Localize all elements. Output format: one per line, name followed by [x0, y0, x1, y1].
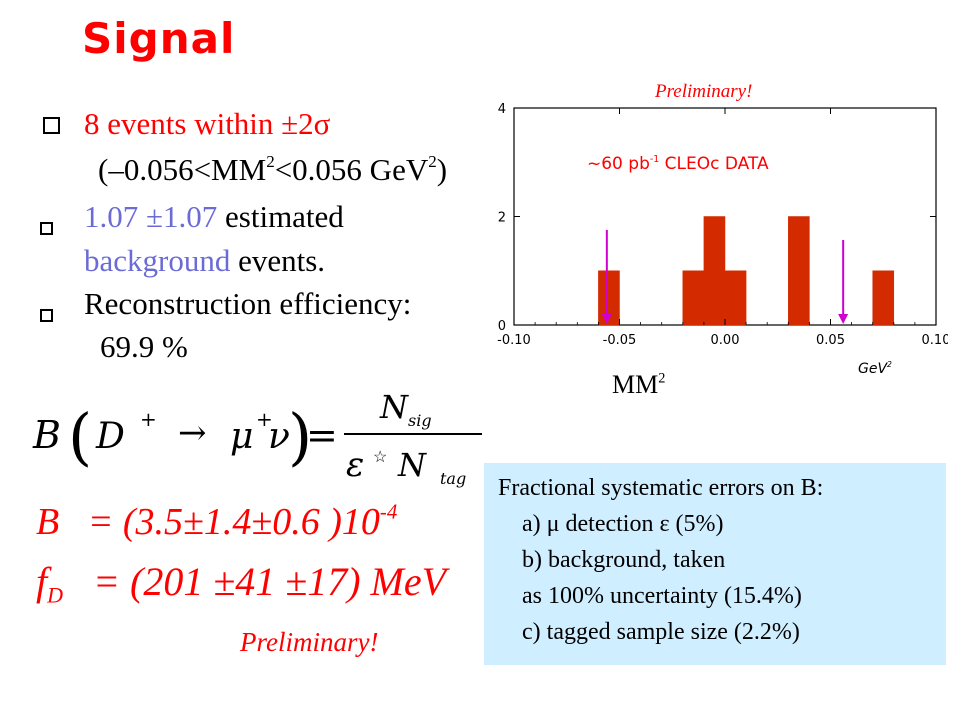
eq-sig-sub: sig — [408, 411, 432, 430]
systematic-item-b: b) background, taken — [522, 547, 726, 573]
eq-paren-open: ( — [68, 400, 92, 473]
eq-arrow: → — [178, 413, 207, 453]
chart-annotation: ~60 pb-1 CLEOc DATA — [587, 154, 769, 174]
units-sup: 2 — [887, 360, 892, 370]
histogram-bar — [788, 216, 810, 326]
bullet-icon — [43, 117, 60, 134]
annotation-post: CLEOc DATA — [659, 154, 769, 174]
efficiency-value: 69.9 % — [100, 329, 188, 364]
y-tick-label: 4 — [498, 102, 506, 117]
x-label-sup: 2 — [658, 370, 666, 387]
eq-B: B — [32, 413, 61, 457]
preliminary-label-bottom: Preliminary! — [240, 627, 379, 657]
bullet-background-line2: background events. — [84, 243, 325, 279]
histogram-bar — [724, 270, 747, 326]
chart-units: GeV2 — [858, 361, 892, 377]
annotation-pre: ~60 pb — [587, 154, 650, 174]
events-word: events. — [230, 243, 326, 278]
bullet-mm-range: (–0.056<MM2<0.056 GeV2) — [98, 152, 447, 188]
eq-D: D — [95, 416, 125, 457]
mm2-histogram: -0.10 -0.05 0.00 0.05 0.10 0 2 4 — [497, 102, 948, 348]
x-tick-label: -0.05 — [603, 333, 637, 348]
fD-f: f — [36, 559, 48, 604]
eq-plus1: + — [140, 407, 157, 431]
histogram-bar — [872, 270, 895, 326]
fD-value: = (201 ±41 ±17) MeV — [93, 559, 447, 604]
x-tick-label: 0.05 — [816, 333, 845, 348]
x-tick-label: 0.00 — [711, 333, 740, 348]
systematic-item-c: c) tagged sample size (2.2%) — [522, 619, 800, 645]
eq-N-tag: N — [397, 446, 427, 484]
background-word: background — [84, 243, 231, 278]
annotation-sup: -1 — [649, 154, 660, 165]
bullet-events: 8 events within ±2σ — [84, 106, 331, 141]
eq-N-sig: N — [379, 388, 409, 426]
eq-mu: μ — [230, 416, 253, 457]
mm-range-sup2: 2 — [428, 152, 437, 172]
mm-range-mid: <0.056 GeV — [274, 152, 429, 187]
histogram-bar — [682, 270, 705, 326]
histogram-bar — [598, 270, 620, 326]
decay-constant-result: fD = (201 ±41 ±17) MeV — [36, 558, 447, 608]
systematic-item-a: a) μ detection ε (5%) — [522, 511, 724, 537]
eq-epsilon: ε — [346, 445, 364, 485]
page-title: Signal — [82, 14, 236, 63]
eq-tag-sub: tag — [440, 469, 466, 488]
signal-window-arrowhead — [601, 314, 612, 324]
preliminary-label-top: Preliminary! — [655, 81, 753, 102]
branching-ratio-result: B = (3.5±1.4±0.6 )10-4 — [36, 500, 397, 544]
units-text: GeV — [858, 361, 888, 377]
chart-x-label: MM2 — [612, 370, 665, 400]
bullet-icon — [40, 309, 53, 322]
bullet-icon — [40, 222, 53, 235]
y-tick-label: 0 — [498, 319, 506, 334]
y-tick-label: 2 — [498, 211, 506, 226]
eq-plus2: + — [256, 407, 273, 431]
mm-range-pre: (–0.056<MM — [98, 152, 267, 187]
eq-equals: = — [306, 413, 338, 457]
B-exponent: -4 — [379, 499, 398, 524]
x-tick-label: -0.10 — [497, 333, 531, 348]
B-value: = (3.5±1.4±0.6 )10 — [87, 501, 380, 543]
eq-star: ☆ — [373, 447, 387, 466]
B-label: B — [36, 501, 60, 543]
systematic-errors-box: Fractional systematic errors on B: a) μ … — [484, 463, 946, 665]
mm-range-sup: 2 — [266, 152, 275, 172]
systematics-heading: Fractional systematic errors on B: — [498, 475, 824, 501]
eq-paren-close: ) — [288, 400, 312, 473]
x-label-text: MM — [612, 370, 659, 399]
eq-nu: ν — [268, 416, 290, 457]
systematic-item-b-cont: as 100% uncertainty (15.4%) — [522, 583, 802, 609]
mm-range-post: ) — [436, 152, 448, 187]
branching-ratio-equation: B ( D + → μ + ν ) = N sig ε ☆ N tag — [32, 388, 482, 488]
histogram-bar — [703, 216, 726, 326]
bullet-reco-efficiency: Reconstruction efficiency: — [84, 286, 412, 321]
x-tick-label: 0.10 — [922, 333, 948, 348]
fD-sub: D — [47, 582, 64, 608]
background-text: estimated — [217, 199, 344, 234]
bullet-background-estimate: 1.07 ±1.07 estimated — [84, 199, 344, 235]
signal-window-arrowhead — [838, 314, 849, 324]
background-value: 1.07 ±1.07 — [84, 199, 218, 234]
